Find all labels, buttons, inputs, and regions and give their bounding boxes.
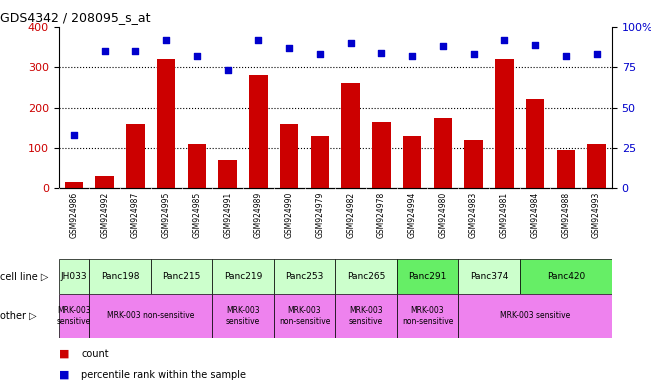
Bar xyxy=(212,294,274,338)
Point xyxy=(130,48,141,54)
Text: GSM924987: GSM924987 xyxy=(131,192,140,238)
Text: GDS4342 / 208095_s_at: GDS4342 / 208095_s_at xyxy=(0,11,150,24)
Bar xyxy=(335,259,396,294)
Text: GSM924982: GSM924982 xyxy=(346,192,355,238)
Bar xyxy=(434,118,452,188)
Text: MRK-003 non-sensitive: MRK-003 non-sensitive xyxy=(107,311,195,320)
Point xyxy=(591,51,602,57)
Text: Panc198: Panc198 xyxy=(101,272,139,281)
Bar xyxy=(249,75,268,188)
Bar xyxy=(187,144,206,188)
Text: MRK-003
sensitive: MRK-003 sensitive xyxy=(57,306,91,326)
Point xyxy=(100,48,110,54)
Point xyxy=(376,50,387,56)
Text: MRK-003
sensitive: MRK-003 sensitive xyxy=(226,306,260,326)
Bar xyxy=(96,176,114,188)
Bar xyxy=(557,150,575,188)
Bar xyxy=(59,259,89,294)
Bar xyxy=(458,294,612,338)
Text: percentile rank within the sample: percentile rank within the sample xyxy=(81,370,246,380)
Text: GSM924993: GSM924993 xyxy=(592,192,601,238)
Bar xyxy=(526,99,544,188)
Text: Panc291: Panc291 xyxy=(408,272,447,281)
Text: Panc265: Panc265 xyxy=(347,272,385,281)
Bar xyxy=(587,144,606,188)
Text: GSM924990: GSM924990 xyxy=(284,192,294,238)
Point xyxy=(346,40,356,46)
Text: GSM924991: GSM924991 xyxy=(223,192,232,238)
Point xyxy=(530,41,540,48)
Bar xyxy=(341,83,360,188)
Text: Panc374: Panc374 xyxy=(470,272,508,281)
Bar xyxy=(495,59,514,188)
Bar xyxy=(212,259,274,294)
Bar xyxy=(464,140,483,188)
Text: ■: ■ xyxy=(59,370,69,380)
Text: count: count xyxy=(81,349,109,359)
Text: MRK-003
non-sensitive: MRK-003 non-sensitive xyxy=(402,306,453,326)
Text: MRK-003
non-sensitive: MRK-003 non-sensitive xyxy=(279,306,330,326)
Point xyxy=(561,53,571,59)
Bar xyxy=(372,122,391,188)
Bar xyxy=(519,259,612,294)
Text: GSM924986: GSM924986 xyxy=(70,192,79,238)
Point xyxy=(468,51,478,57)
Bar xyxy=(59,294,89,338)
Text: cell line ▷: cell line ▷ xyxy=(0,271,48,281)
Bar xyxy=(274,294,335,338)
Point xyxy=(314,51,325,57)
Bar xyxy=(403,136,421,188)
Bar xyxy=(280,124,298,188)
Point xyxy=(499,37,510,43)
Text: GSM924988: GSM924988 xyxy=(561,192,570,238)
Text: other ▷: other ▷ xyxy=(0,311,36,321)
Text: GSM924980: GSM924980 xyxy=(438,192,447,238)
Bar xyxy=(64,182,83,188)
Bar xyxy=(219,160,237,188)
Text: JH033: JH033 xyxy=(61,272,87,281)
Bar xyxy=(157,59,175,188)
Point xyxy=(191,53,202,59)
Bar xyxy=(396,259,458,294)
Text: GSM924981: GSM924981 xyxy=(500,192,509,238)
Bar xyxy=(89,294,212,338)
Text: Panc420: Panc420 xyxy=(547,272,585,281)
Text: MRK-003
sensitive: MRK-003 sensitive xyxy=(349,306,383,326)
Text: GSM924989: GSM924989 xyxy=(254,192,263,238)
Bar xyxy=(311,136,329,188)
Bar xyxy=(396,294,458,338)
Point xyxy=(284,45,294,51)
Bar xyxy=(89,259,151,294)
Text: GSM924984: GSM924984 xyxy=(531,192,540,238)
Text: GSM924992: GSM924992 xyxy=(100,192,109,238)
Text: ■: ■ xyxy=(59,349,69,359)
Point xyxy=(437,43,448,49)
Point xyxy=(253,37,264,43)
Text: GSM924978: GSM924978 xyxy=(377,192,386,238)
Bar xyxy=(458,259,519,294)
Text: GSM924983: GSM924983 xyxy=(469,192,478,238)
Text: Panc215: Panc215 xyxy=(162,272,201,281)
Point xyxy=(69,132,79,138)
Point xyxy=(223,67,233,73)
Text: GSM924979: GSM924979 xyxy=(315,192,324,238)
Text: GSM924994: GSM924994 xyxy=(408,192,417,238)
Point xyxy=(407,53,417,59)
Bar xyxy=(274,259,335,294)
Text: Panc219: Panc219 xyxy=(224,272,262,281)
Bar xyxy=(151,259,212,294)
Text: Panc253: Panc253 xyxy=(285,272,324,281)
Bar xyxy=(126,124,145,188)
Point xyxy=(161,37,171,43)
Text: MRK-003 sensitive: MRK-003 sensitive xyxy=(500,311,570,320)
Text: GSM924995: GSM924995 xyxy=(161,192,171,238)
Text: GSM924985: GSM924985 xyxy=(193,192,201,238)
Bar xyxy=(335,294,396,338)
